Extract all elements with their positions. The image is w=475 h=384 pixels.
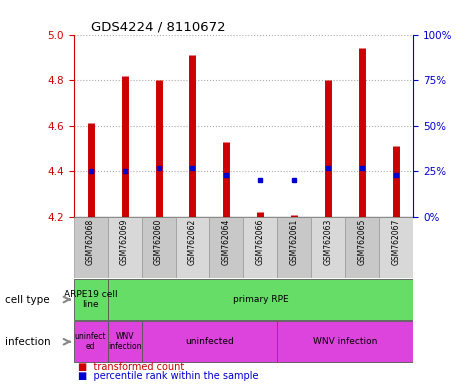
Bar xyxy=(209,217,243,278)
Bar xyxy=(312,217,345,278)
Bar xyxy=(107,217,142,278)
Text: GSM762065: GSM762065 xyxy=(358,219,367,265)
Bar xyxy=(379,217,413,278)
Text: ■  transformed count: ■ transformed count xyxy=(78,362,185,372)
Bar xyxy=(74,217,107,278)
Text: GSM762061: GSM762061 xyxy=(290,219,299,265)
Text: WNV
infection: WNV infection xyxy=(108,332,142,351)
Bar xyxy=(142,321,277,362)
Text: GSM762063: GSM762063 xyxy=(324,219,333,265)
Text: GSM762062: GSM762062 xyxy=(188,219,197,265)
Text: GSM762067: GSM762067 xyxy=(392,219,401,265)
Bar xyxy=(142,217,176,278)
Text: primary RPE: primary RPE xyxy=(233,295,288,304)
Text: GDS4224 / 8110672: GDS4224 / 8110672 xyxy=(91,20,225,33)
Bar xyxy=(345,217,379,278)
Text: infection: infection xyxy=(5,337,50,347)
Text: GSM762068: GSM762068 xyxy=(86,219,95,265)
Bar xyxy=(74,279,107,320)
Bar xyxy=(277,217,311,278)
Text: uninfected: uninfected xyxy=(185,337,234,346)
Bar xyxy=(243,217,277,278)
Text: ARPE19 cell
line: ARPE19 cell line xyxy=(64,290,117,309)
Bar xyxy=(277,321,413,362)
Text: cell type: cell type xyxy=(5,295,49,305)
Text: GSM762060: GSM762060 xyxy=(154,219,163,265)
Text: WNV infection: WNV infection xyxy=(313,337,378,346)
Text: GSM762064: GSM762064 xyxy=(222,219,231,265)
Bar xyxy=(74,321,107,362)
Text: GSM762066: GSM762066 xyxy=(256,219,265,265)
Bar xyxy=(107,321,142,362)
Bar xyxy=(176,217,209,278)
Text: GSM762069: GSM762069 xyxy=(120,219,129,265)
Text: uninfect
ed: uninfect ed xyxy=(75,332,106,351)
Text: ■  percentile rank within the sample: ■ percentile rank within the sample xyxy=(78,371,259,381)
